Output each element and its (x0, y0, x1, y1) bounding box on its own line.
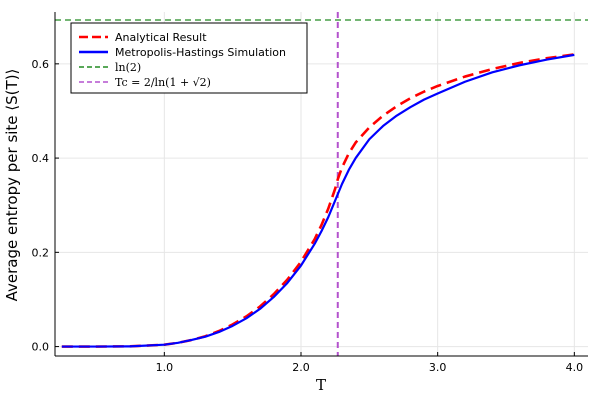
x-tick-label: 3.0 (429, 361, 447, 374)
tick-labels: 1.0 2.0 3.0 4.0 0.0 0.2 0.4 0.6 (32, 58, 584, 374)
reference-lines (55, 12, 588, 356)
data-series (61, 53, 575, 348)
y-tick-label: 0.2 (32, 246, 50, 259)
legend-label-simulation: Metropolis-Hastings Simulation (115, 46, 286, 59)
x-tick-label: 2.0 (292, 361, 310, 374)
y-axis-label: Average entropy per site ⟨S(T)⟩ (3, 69, 21, 302)
series-line-analytical (61, 53, 575, 348)
legend-label-ln2: ln(2) (115, 61, 141, 74)
legend-box (70, 22, 308, 94)
legend-label-analytical: Analytical Result (115, 31, 207, 44)
legend: Analytical Result Metropolis-Hastings Si… (70, 22, 308, 94)
legend-label-tc: Tc = 2/ln(1 + √2) (115, 76, 211, 89)
series-line-simulation (61, 53, 575, 348)
y-tick-label: 0.4 (32, 152, 50, 165)
y-tick-label: 0.0 (32, 341, 50, 354)
x-axis-label: T (316, 376, 326, 394)
x-tick-label: 4.0 (566, 361, 584, 374)
axes-frame (54, 12, 588, 357)
x-tick-label: 1.0 (156, 361, 174, 374)
y-tick-label: 0.6 (32, 58, 50, 71)
